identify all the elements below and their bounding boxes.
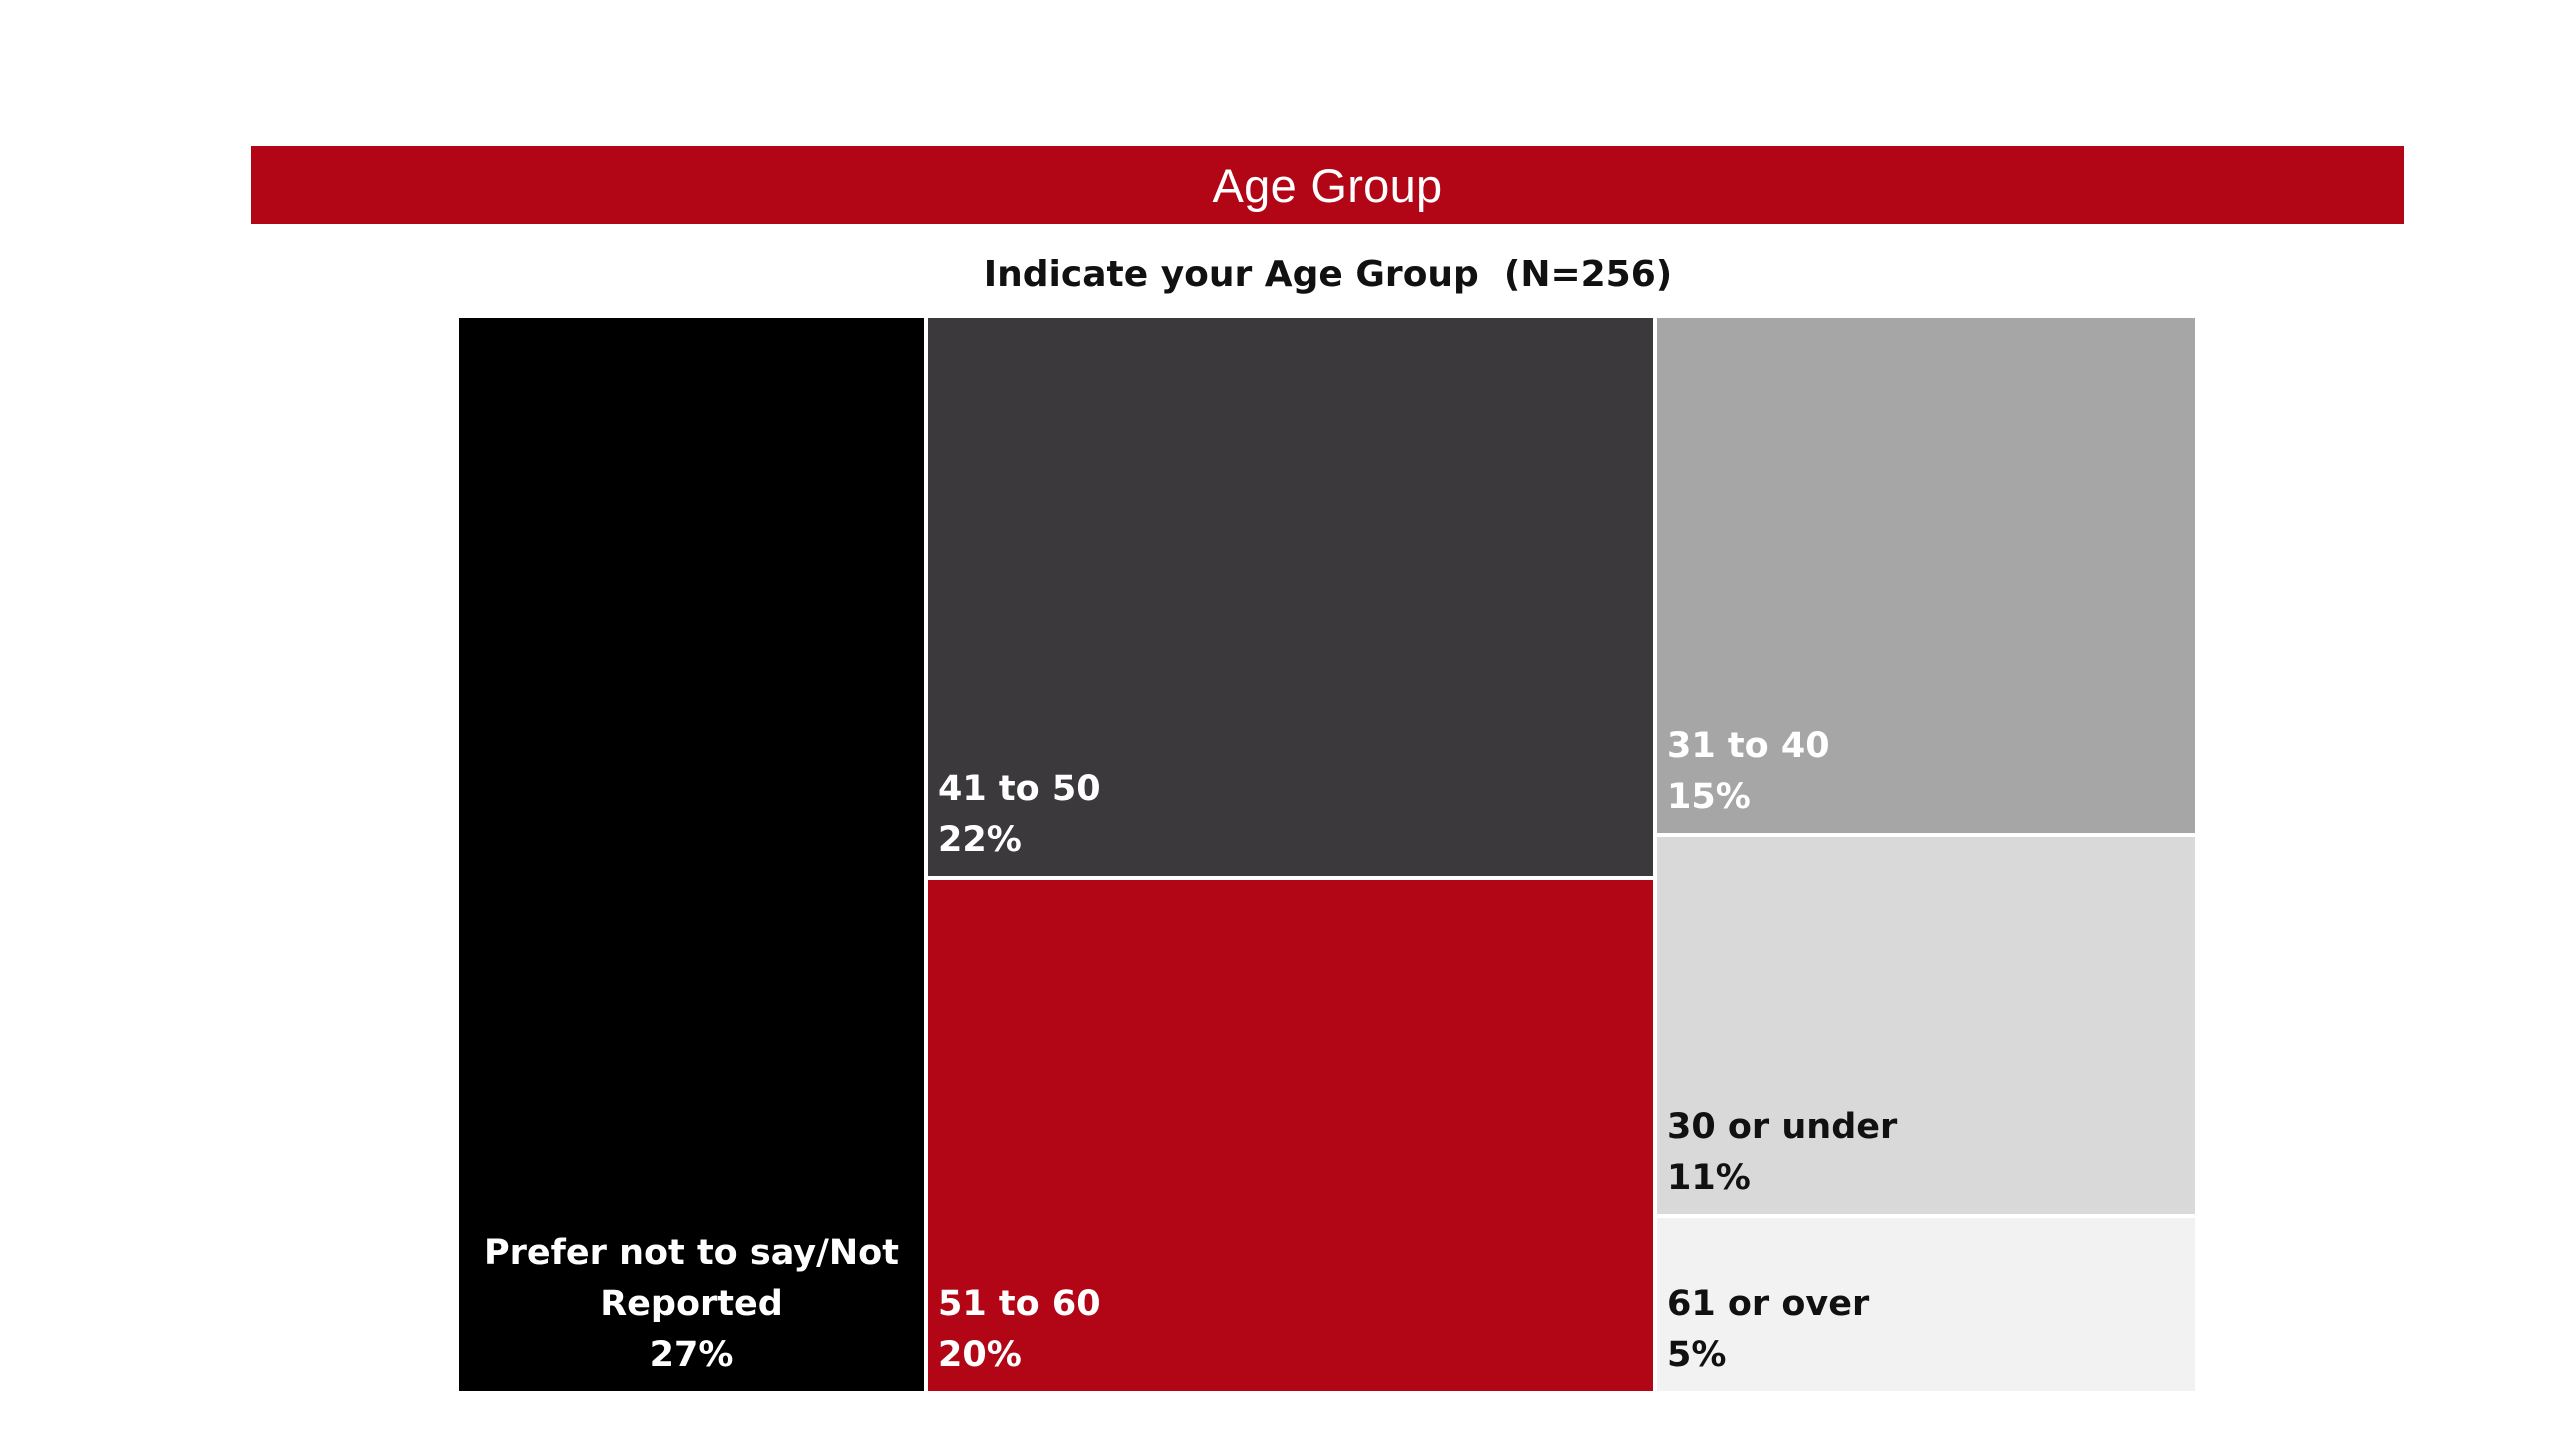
value-label: 22% [938, 820, 1022, 860]
category-label: 30 or under [1667, 1107, 1898, 1147]
tile-51-to-60: 51 to 60 20% [928, 880, 1653, 1391]
banner-title: Age Group [1212, 158, 1443, 212]
tile-61-or-over: 61 or over 5% [1657, 1218, 2195, 1391]
section-banner: Age Group [251, 146, 2404, 224]
chart-title: Indicate your Age Group (N=256) [983, 254, 1673, 295]
value-label: 5% [1667, 1335, 1727, 1375]
tile-31-to-40: 31 to 40 15% [1657, 318, 2195, 833]
category-label: 51 to 60 [938, 1284, 1101, 1324]
tile-prefer-not-to-say-not-reported: Prefer not to say/Not Reported 27% [459, 318, 924, 1391]
tile-41-to-50: 41 to 50 22% [928, 318, 1653, 876]
value-label: 20% [938, 1335, 1022, 1375]
tile-label: 30 or under 11% [1667, 1102, 1897, 1204]
treemap-chart: Prefer not to say/Not Reported 27% 41 to 50… [459, 318, 2195, 1391]
tile-label: 41 to 50 22% [938, 764, 1101, 866]
value-label: 27% [649, 1335, 734, 1375]
category-label: 41 to 50 [938, 769, 1101, 809]
category-label: Reported [600, 1284, 783, 1324]
value-label: 15% [1667, 777, 1751, 817]
category-label: 31 to 40 [1667, 726, 1830, 766]
tile-label: 61 or over 5% [1667, 1279, 1869, 1381]
tile-label: Prefer not to say/Not Reported 27% [459, 1228, 924, 1381]
category-label: Prefer not to say/Not [484, 1233, 899, 1273]
value-label: 11% [1667, 1158, 1751, 1198]
tile-label: 31 to 40 15% [1667, 721, 1830, 823]
category-label: 61 or over [1667, 1284, 1870, 1324]
tile-30-or-under: 30 or under 11% [1657, 837, 2195, 1214]
tile-label: 51 to 60 20% [938, 1279, 1101, 1381]
